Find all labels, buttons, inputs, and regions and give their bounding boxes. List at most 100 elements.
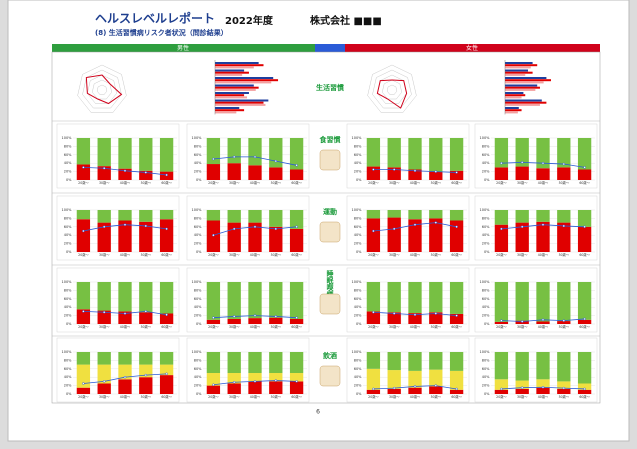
- bar-segment: [408, 138, 422, 170]
- y-tick-label: 80%: [482, 288, 490, 292]
- y-tick-label: 20%: [64, 242, 72, 246]
- bar-segment: [118, 168, 132, 180]
- y-tick-label: 80%: [194, 358, 202, 362]
- x-tick-label: 40歳〜: [250, 252, 261, 257]
- row-label: 生活習慣: [316, 83, 344, 92]
- hbar: [215, 77, 274, 79]
- trend-point: [253, 225, 257, 229]
- hbar: [215, 71, 249, 74]
- trend-point: [295, 164, 298, 167]
- bar-segment: [494, 379, 509, 390]
- trend-point: [232, 380, 236, 384]
- y-tick-label: 40%: [194, 161, 202, 165]
- trend-point: [500, 227, 503, 231]
- trend-point: [123, 375, 127, 379]
- bar-segment: [139, 210, 153, 222]
- x-tick-label: 30歳〜: [517, 394, 528, 399]
- bar-segment: [366, 311, 381, 324]
- bar-segment: [366, 166, 381, 180]
- bar-segment: [97, 166, 111, 180]
- y-tick-label: 40%: [482, 305, 490, 309]
- bar-segment: [536, 221, 550, 252]
- radar-grid: [386, 84, 398, 95]
- bar-segment: [429, 282, 443, 313]
- y-tick-label: 80%: [482, 216, 490, 220]
- x-tick-label: 30歳〜: [389, 252, 400, 257]
- radar-grid: [82, 69, 122, 109]
- hbar: [215, 99, 269, 102]
- x-tick-label: 30歳〜: [99, 324, 110, 329]
- radar-grid: [382, 79, 402, 100]
- bar-segment: [536, 168, 550, 180]
- x-tick-label: 20歳〜: [208, 394, 219, 399]
- x-tick-label: 60歳〜: [451, 252, 462, 257]
- x-tick-label: 50歳〜: [141, 252, 152, 257]
- trend-point: [455, 225, 458, 229]
- bar-segment: [536, 352, 550, 380]
- y-tick-label: 20%: [354, 314, 362, 318]
- trend-point: [413, 223, 417, 226]
- trend-point: [82, 166, 85, 169]
- bar-segment: [139, 221, 153, 252]
- y-tick-label: 40%: [194, 375, 202, 379]
- trend-point: [372, 229, 375, 233]
- x-tick-label: 60歳〜: [451, 180, 462, 185]
- radar-grid: [87, 74, 117, 104]
- x-tick-label: 30歳〜: [229, 180, 240, 185]
- hbar: [505, 96, 522, 99]
- trend-point: [102, 225, 106, 229]
- y-tick-label: 60%: [194, 225, 202, 229]
- x-tick-label: 50歳〜: [141, 324, 152, 329]
- y-tick-label: 40%: [354, 375, 362, 379]
- subtitle: (8) 生活習慣病リスク者状況（問診結果）: [95, 28, 228, 37]
- trend-point: [541, 223, 545, 226]
- y-tick-label: 20%: [482, 384, 490, 388]
- hbar: [215, 62, 259, 64]
- x-tick-label: 60歳〜: [291, 252, 302, 257]
- x-tick-label: 20歳〜: [496, 252, 507, 257]
- trend-point: [232, 227, 236, 231]
- bar-segment: [557, 222, 571, 252]
- bar-segment: [494, 282, 509, 322]
- y-tick-label: 0%: [66, 178, 72, 182]
- bar-segment: [536, 210, 550, 222]
- y-tick-label: 40%: [354, 233, 362, 237]
- y-tick-label: 20%: [354, 242, 362, 246]
- bar-segment: [139, 170, 153, 180]
- y-tick-label: 80%: [354, 288, 362, 292]
- y-tick-label: 20%: [354, 170, 362, 174]
- y-tick-label: 60%: [482, 225, 490, 229]
- bar-segment: [557, 282, 571, 322]
- x-tick-label: 40歳〜: [410, 394, 421, 399]
- trend-point: [82, 229, 85, 233]
- bar-segment: [97, 364, 111, 384]
- y-tick-label: 60%: [64, 153, 72, 157]
- bar-segment: [577, 138, 592, 170]
- hbar: [505, 69, 528, 72]
- bar-segment: [269, 167, 283, 180]
- x-tick-label: 50歳〜: [559, 394, 570, 399]
- bar-segment: [248, 381, 262, 394]
- hbar: [215, 109, 245, 112]
- trend-point: [144, 373, 148, 377]
- trend-point: [541, 318, 545, 322]
- bar-segment: [366, 138, 381, 167]
- hbar: [215, 111, 237, 114]
- bar-segment: [248, 138, 262, 166]
- bar-segment: [494, 321, 509, 324]
- bar-segment: [97, 138, 111, 167]
- trend-point: [144, 171, 148, 174]
- trend-point: [295, 316, 298, 319]
- trend-point: [392, 227, 396, 231]
- hbar: [505, 101, 547, 104]
- bar-segment: [269, 210, 283, 227]
- hbar: [505, 81, 544, 84]
- trend-point: [583, 317, 586, 321]
- x-tick-label: 30歳〜: [517, 252, 528, 257]
- bar-segment: [515, 282, 529, 321]
- bar-segment: [159, 364, 174, 376]
- bar-segment: [139, 352, 153, 365]
- bar-segment: [139, 364, 153, 378]
- bar-segment: [206, 210, 221, 221]
- trend-point: [583, 225, 586, 229]
